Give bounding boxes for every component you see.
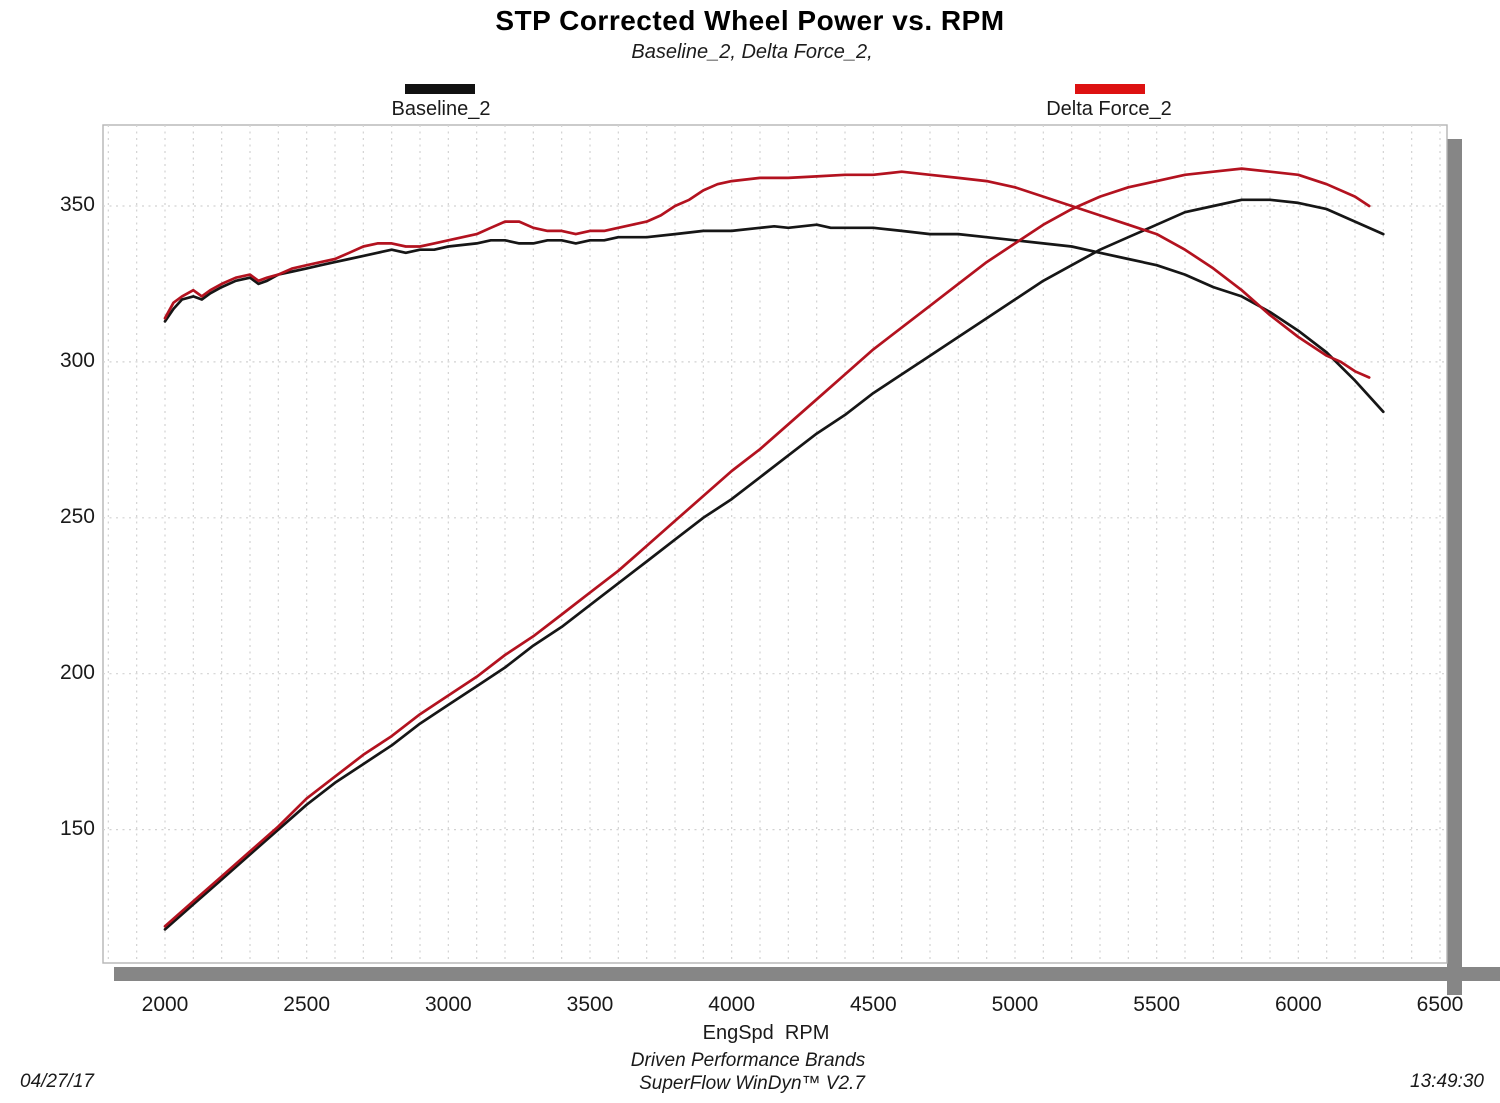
x-tick-label: 6000 [1274,993,1322,1016]
x-tick-label: 3500 [566,993,614,1016]
y-tick-label: 300 [59,348,95,372]
curve-baseline_2-torque [163,223,1385,414]
y-tick-label: 200 [59,660,95,684]
footer-brand-line: Driven Performance Brands [630,1050,866,1071]
legend-label-delta-force: Delta Force_2 [1046,98,1172,120]
footer-software-line: SuperFlow WinDyn™ V2.7 [639,1073,865,1094]
plot-shadow-bottom [114,967,1500,981]
plot-shadow-right [1447,139,1462,995]
x-axis-title: EngSpd RPM [702,1022,830,1044]
x-tick-label: 4500 [849,993,897,1016]
footer-time: 13:49:30 [1410,1071,1484,1092]
legend-swatch-baseline [405,84,475,94]
x-tick-label: 4000 [708,993,756,1016]
chart-subtitle: Baseline_2, Delta Force_2, [631,41,873,63]
chart-title: STP Corrected Wheel Power vs. RPM [495,5,1005,36]
curve-baseline_2-power [163,198,1385,931]
y-tick-label: 350 [59,193,95,216]
x-tick-label: 6500 [1416,993,1464,1016]
y-tick-label: 250 [59,504,95,528]
curve-delta-force_2-power [163,167,1371,928]
y-tick-label: 150 [59,816,95,840]
legend-swatch-delta-force [1075,84,1145,94]
x-tick-label: 2000 [141,993,189,1016]
x-tick-label: 3000 [424,993,472,1016]
x-tick-label: 5500 [1133,993,1181,1016]
x-tick-label: 5000 [991,993,1039,1016]
plot-frame [102,124,1448,964]
x-tick-label: 2500 [283,993,331,1016]
curve-delta-force_2-torque [163,170,1371,379]
footer-date: 04/27/17 [20,1071,94,1092]
legend-label-baseline: Baseline_2 [391,98,491,120]
